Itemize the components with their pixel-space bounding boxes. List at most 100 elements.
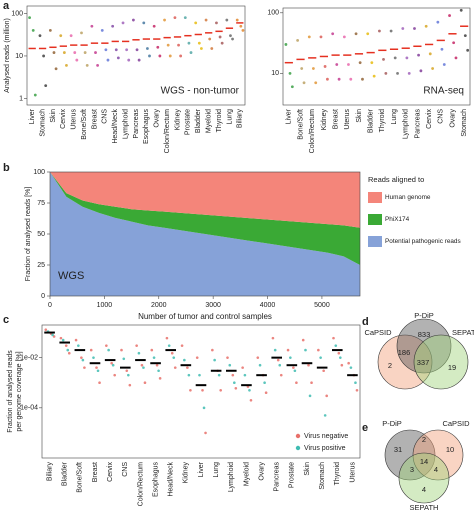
data-point (286, 348, 290, 352)
data-point (94, 51, 97, 54)
data-point (234, 386, 238, 390)
data-point (104, 48, 108, 52)
panel-label: e (362, 422, 368, 434)
panel-label: c (3, 314, 9, 326)
data-point (204, 18, 208, 22)
data-point (295, 381, 298, 385)
annotation: WGS - non-tumor (161, 86, 240, 97)
data-point (229, 34, 232, 38)
x-tick-label: Uterus (71, 109, 78, 130)
y-tick-label: 1 (19, 95, 23, 102)
data-point (194, 21, 198, 25)
data-point (292, 366, 295, 369)
data-point (370, 61, 374, 65)
data-point (183, 16, 187, 19)
data-point (73, 51, 77, 54)
x-tick-label: Skin (50, 109, 57, 123)
data-point (90, 24, 94, 28)
data-point (179, 54, 183, 58)
data-point (459, 8, 463, 12)
data-point (180, 344, 184, 347)
venn-count: 31 (394, 445, 402, 454)
x-tick-label: 0 (48, 302, 52, 309)
x-tick-label: Uterus (349, 462, 356, 483)
data-point (337, 77, 341, 81)
panel-label: b (3, 162, 10, 174)
data-point (111, 24, 115, 28)
data-point (152, 24, 156, 28)
data-point (158, 54, 162, 58)
data-point (258, 363, 262, 367)
data-point (334, 344, 338, 347)
x-tick-label: Esophagus (143, 109, 150, 145)
data-point (231, 37, 234, 41)
x-tick-label: Pancreas (133, 109, 140, 139)
data-point (168, 54, 172, 58)
venn-set (412, 429, 464, 481)
venn-set (377, 334, 433, 390)
data-point (59, 336, 63, 340)
data-point (248, 388, 251, 392)
data-point (64, 344, 68, 347)
venn-set-label: CaPSID (364, 328, 392, 337)
y-tick-label: 1e-04 (20, 405, 38, 412)
x-tick-label: Lymphoid (403, 109, 410, 139)
y-tick-label: 50 (37, 231, 45, 238)
data-point (166, 43, 170, 47)
x-tick-label: 5000 (314, 302, 330, 309)
x-tick-label: Bone/Soft (81, 109, 88, 140)
data-point (59, 34, 63, 38)
x-tick-label: Head/Neck (112, 109, 119, 144)
data-point (279, 373, 283, 377)
data-point (264, 391, 268, 395)
x-tick-label: Kidney (174, 109, 181, 131)
x-tick-label: Cervix (107, 462, 114, 482)
x-tick-label: Colon/Rectum (309, 109, 316, 154)
data-point (354, 381, 357, 385)
data-point (167, 344, 171, 347)
data-point (288, 71, 292, 75)
data-point (44, 84, 48, 88)
legend-label: Virus negative (304, 433, 348, 440)
x-tick-label: Liver (286, 108, 293, 124)
data-point (243, 373, 247, 377)
data-point (54, 67, 58, 71)
data-point (326, 77, 329, 81)
data-point (401, 27, 405, 30)
data-point (323, 414, 327, 417)
legend-swatch (368, 192, 382, 203)
x-tick-label: Bladder (368, 108, 375, 133)
data-point (361, 77, 364, 81)
venn-count: 4 (422, 485, 426, 494)
x-tick-label: 1000 (97, 302, 113, 309)
x-tick-label: Pancreas (274, 462, 281, 492)
data-point (310, 381, 313, 385)
venn-set-label: P-DiP (382, 419, 402, 428)
data-point (116, 56, 120, 60)
venn-set-label: SEPATH (410, 503, 439, 512)
data-point (125, 369, 129, 373)
data-point (319, 35, 323, 39)
data-point (80, 31, 83, 35)
y-tick-label: 100 (11, 10, 23, 17)
data-point (208, 37, 212, 41)
venn-count: 337 (417, 358, 430, 367)
data-point (128, 383, 132, 387)
data-point (311, 67, 315, 70)
x-tick-label: Pancreas (414, 109, 421, 139)
data-point (263, 381, 266, 385)
data-point (302, 81, 306, 85)
data-point (332, 336, 335, 340)
data-point (448, 14, 451, 17)
data-point (172, 356, 176, 359)
data-point (384, 71, 388, 75)
data-point (276, 358, 280, 362)
x-tick-label: Bone/Soft (77, 462, 84, 493)
data-point (132, 18, 135, 22)
data-point (163, 18, 166, 22)
data-point (235, 18, 239, 22)
panel-label: a (3, 0, 10, 12)
data-point (202, 406, 206, 410)
data-point (347, 361, 350, 365)
data-point (452, 41, 456, 45)
